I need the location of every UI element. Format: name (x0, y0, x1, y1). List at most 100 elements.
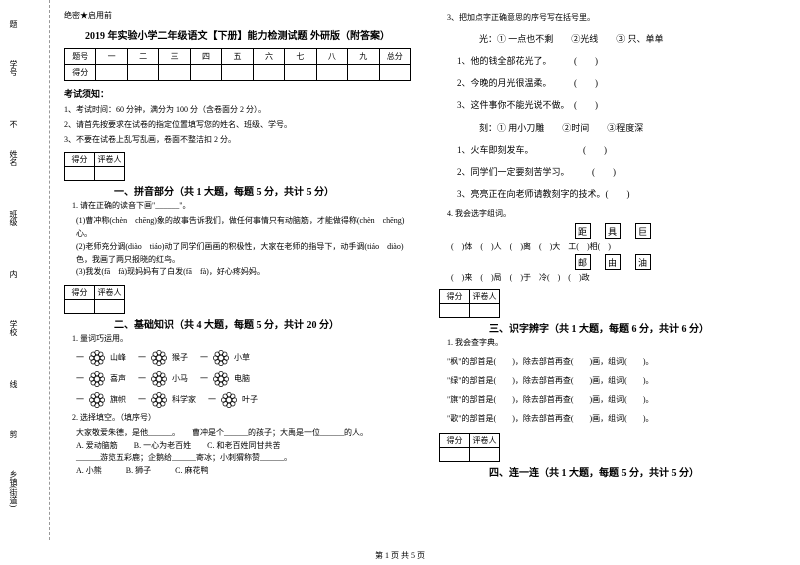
binding-marker: 内 (8, 270, 19, 278)
binding-marker: 题 (8, 20, 19, 28)
char-fill-line: ( )体 ( )人 ( )离 ( )大 工( )相( ) (451, 241, 786, 252)
flower-label: 叶子 (242, 394, 258, 405)
rater-a: 得分 (65, 286, 95, 300)
q3b-item: 2、同学们一定要刻苦学习。 ( ) (457, 164, 786, 180)
char-box: 距 (575, 223, 591, 239)
q3a-text: 1、他的钱全部花光了。 (457, 56, 547, 66)
exam-title: 2019 年实验小学二年级语文【下册】能力检测试题 外研版（附答案） (64, 27, 411, 42)
binding-label: 乡镇(街道) (8, 470, 19, 507)
flower-icon (88, 349, 106, 367)
col-head: 七 (285, 49, 316, 65)
confidential-label: 绝密★启用前 (64, 10, 411, 21)
flower-grid: 一山峰 一猴子 一小草 一喜声 一小马 一电脑 一旗帜 一科学家 一叶子 (64, 349, 411, 409)
flower-row: 一旗帜 一科学家 一叶子 (76, 391, 411, 409)
notice-item: 2、请首先按要求在试卷的指定位置填写您的姓名、班级、学号。 (64, 119, 411, 132)
q3b-item: 1、火车即刻发车。 ( ) (457, 142, 786, 158)
q1-line: (2)老师充分调(diào tiáo)动了同学们画画的积极性，大家在老师的指导下… (76, 241, 411, 267)
rater-a: 得分 (65, 153, 95, 167)
flower-icon (150, 391, 168, 409)
q3a-text: 3、这件事你不能光说不做。 (457, 100, 565, 110)
q3b-text: 2、同学们一定要刻苦学习。 (457, 167, 565, 177)
char-box: 由 (605, 254, 621, 270)
q3b-text: 3、亮亮正在向老师请教刻字的技术。 (457, 189, 606, 199)
section-4-title: 四、连一连（共 1 大题，每题 5 分，共计 5 分） (489, 468, 699, 479)
binding-margin: 题 学号 不 姓名 班级 内 学校 线 剪 乡镇(街道) (0, 0, 50, 540)
col-head: 题号 (65, 49, 96, 65)
q2-2-options: A. 小熊 B. 狮子 C. 麻花鸭 (76, 465, 411, 478)
binding-label: 班级 (8, 210, 19, 226)
flower-icon (212, 349, 230, 367)
col-head: 二 (127, 49, 158, 65)
flower-label: 猴子 (172, 352, 188, 363)
notice-head: 考试须知： (64, 87, 411, 100)
char-box: 邮 (575, 254, 591, 270)
table-row: 得分 (65, 65, 411, 81)
binding-label: 学号 (8, 60, 19, 76)
flower-label: 小草 (234, 352, 250, 363)
flower-icon (220, 391, 238, 409)
flower-label: 山峰 (110, 352, 126, 363)
lookup-line: "歌"的部首是( )，除去部首再查( )画，组词( )。 (447, 411, 786, 426)
lookup-line: "枫"的部首是( )，除去部首再查( )画，组词( )。 (447, 354, 786, 369)
q1-line: (1)曹冲称(chèn chēng)象的故事告诉我们，做任何事情只有动脑筋，才能… (76, 215, 411, 241)
q3b-text: 1、火车即刻发车。 (457, 145, 529, 155)
q3b-item: 3、亮亮正在向老师请教刻字的技术。( ) (457, 186, 786, 202)
q3-1-stem: 1. 我会查字典。 (447, 337, 786, 350)
rater-a: 得分 (440, 290, 470, 304)
binding-marker: 剪 (8, 430, 19, 438)
q2-2-line: ______游览五彩鹿；企鹅给______寄冰；小刺猬称赞______。 (76, 452, 411, 465)
binding-marker: 不 (8, 120, 19, 128)
rater-b: 评卷人 (470, 433, 500, 447)
rater-box: 得分评卷人 (439, 289, 500, 318)
rater-b: 评卷人 (95, 286, 125, 300)
rater-box: 得分评卷人 (64, 152, 125, 181)
q2-2-stem: 2. 选择填空。（填序号） (72, 412, 411, 425)
char-options: 邮 由 油 (439, 254, 786, 270)
q3a-item: 2、今晚的月光很温柔。 ( ) (457, 75, 786, 91)
binding-marker: 线 (8, 380, 19, 388)
col-head: 总分 (379, 49, 410, 65)
q2-1-stem: 1. 量词巧运用。 (72, 333, 411, 346)
row-label: 得分 (65, 65, 96, 81)
q3a-item: 3、这件事你不能光说不做。 ( ) (457, 97, 786, 113)
col-head: 四 (190, 49, 221, 65)
rater-box: 得分评卷人 (64, 285, 125, 314)
lookup-line: "绿"的部首是( )，除去部首再查( )画，组词( )。 (447, 373, 786, 388)
flower-icon (212, 370, 230, 388)
flower-icon (150, 370, 168, 388)
flower-label: 小马 (172, 373, 188, 384)
col-head: 五 (222, 49, 253, 65)
char-box: 油 (635, 254, 651, 270)
binding-label: 姓名 (8, 150, 19, 166)
flower-row: 一山峰 一猴子 一小草 (76, 349, 411, 367)
q1-line: (3)我发(fā fà)现妈妈有了白发(fā fà)，好心疼妈妈。 (76, 266, 411, 279)
notice-item: 3、不要在试卷上乱写乱画，卷面不整洁扣 2 分。 (64, 134, 411, 147)
q2-2-options: A. 爱动脑筋 B. 一心为老百姓 C. 和老百姓同甘共苦 (76, 440, 411, 453)
col-head: 一 (96, 49, 127, 65)
flower-label: 电脑 (234, 373, 250, 384)
section-3-title: 三、识字辨字（共 1 大题，每题 6 分，共计 6 分） (489, 324, 709, 335)
flower-row: 一喜声 一小马 一电脑 (76, 370, 411, 388)
page-container: 题 学号 不 姓名 班级 内 学校 线 剪 乡镇(街道) 绝密★启用前 2019… (0, 0, 800, 540)
flower-icon (88, 391, 106, 409)
char-options: 距 具 巨 (439, 223, 786, 239)
q3b-label: 刻：① 用小刀雕 ②时间 ③程度深 (479, 120, 786, 136)
rater-box: 得分评卷人 (439, 433, 500, 462)
rater-a: 得分 (440, 433, 470, 447)
flower-label: 喜声 (110, 373, 126, 384)
flower-icon (150, 349, 168, 367)
q3a-item: 1、他的钱全部花光了。 ( ) (457, 53, 786, 69)
q3a-label: 光：① 一点也不剩 ②光线 ③ 只、单单 (479, 31, 786, 47)
lookup-line: "旗"的部首是( )，除去部首再查( )画，组词( )。 (447, 392, 786, 407)
col-head: 九 (348, 49, 379, 65)
rater-b: 评卷人 (470, 290, 500, 304)
score-table: 题号 一 二 三 四 五 六 七 八 九 总分 得分 (64, 48, 411, 81)
section-2-title: 二、基础知识（共 4 大题，每题 5 分，共计 20 分） (114, 320, 339, 331)
left-column: 绝密★启用前 2019 年实验小学二年级语文【下册】能力检测试题 外研版（附答案… (50, 0, 425, 540)
col-head: 八 (316, 49, 347, 65)
char-box: 具 (605, 223, 621, 239)
notice-item: 1、考试时间：60 分钟，满分为 100 分（含卷面分 2 分）。 (64, 104, 411, 117)
rater-b: 评卷人 (95, 153, 125, 167)
flower-label: 旗帜 (110, 394, 126, 405)
flower-label: 科学家 (172, 394, 196, 405)
